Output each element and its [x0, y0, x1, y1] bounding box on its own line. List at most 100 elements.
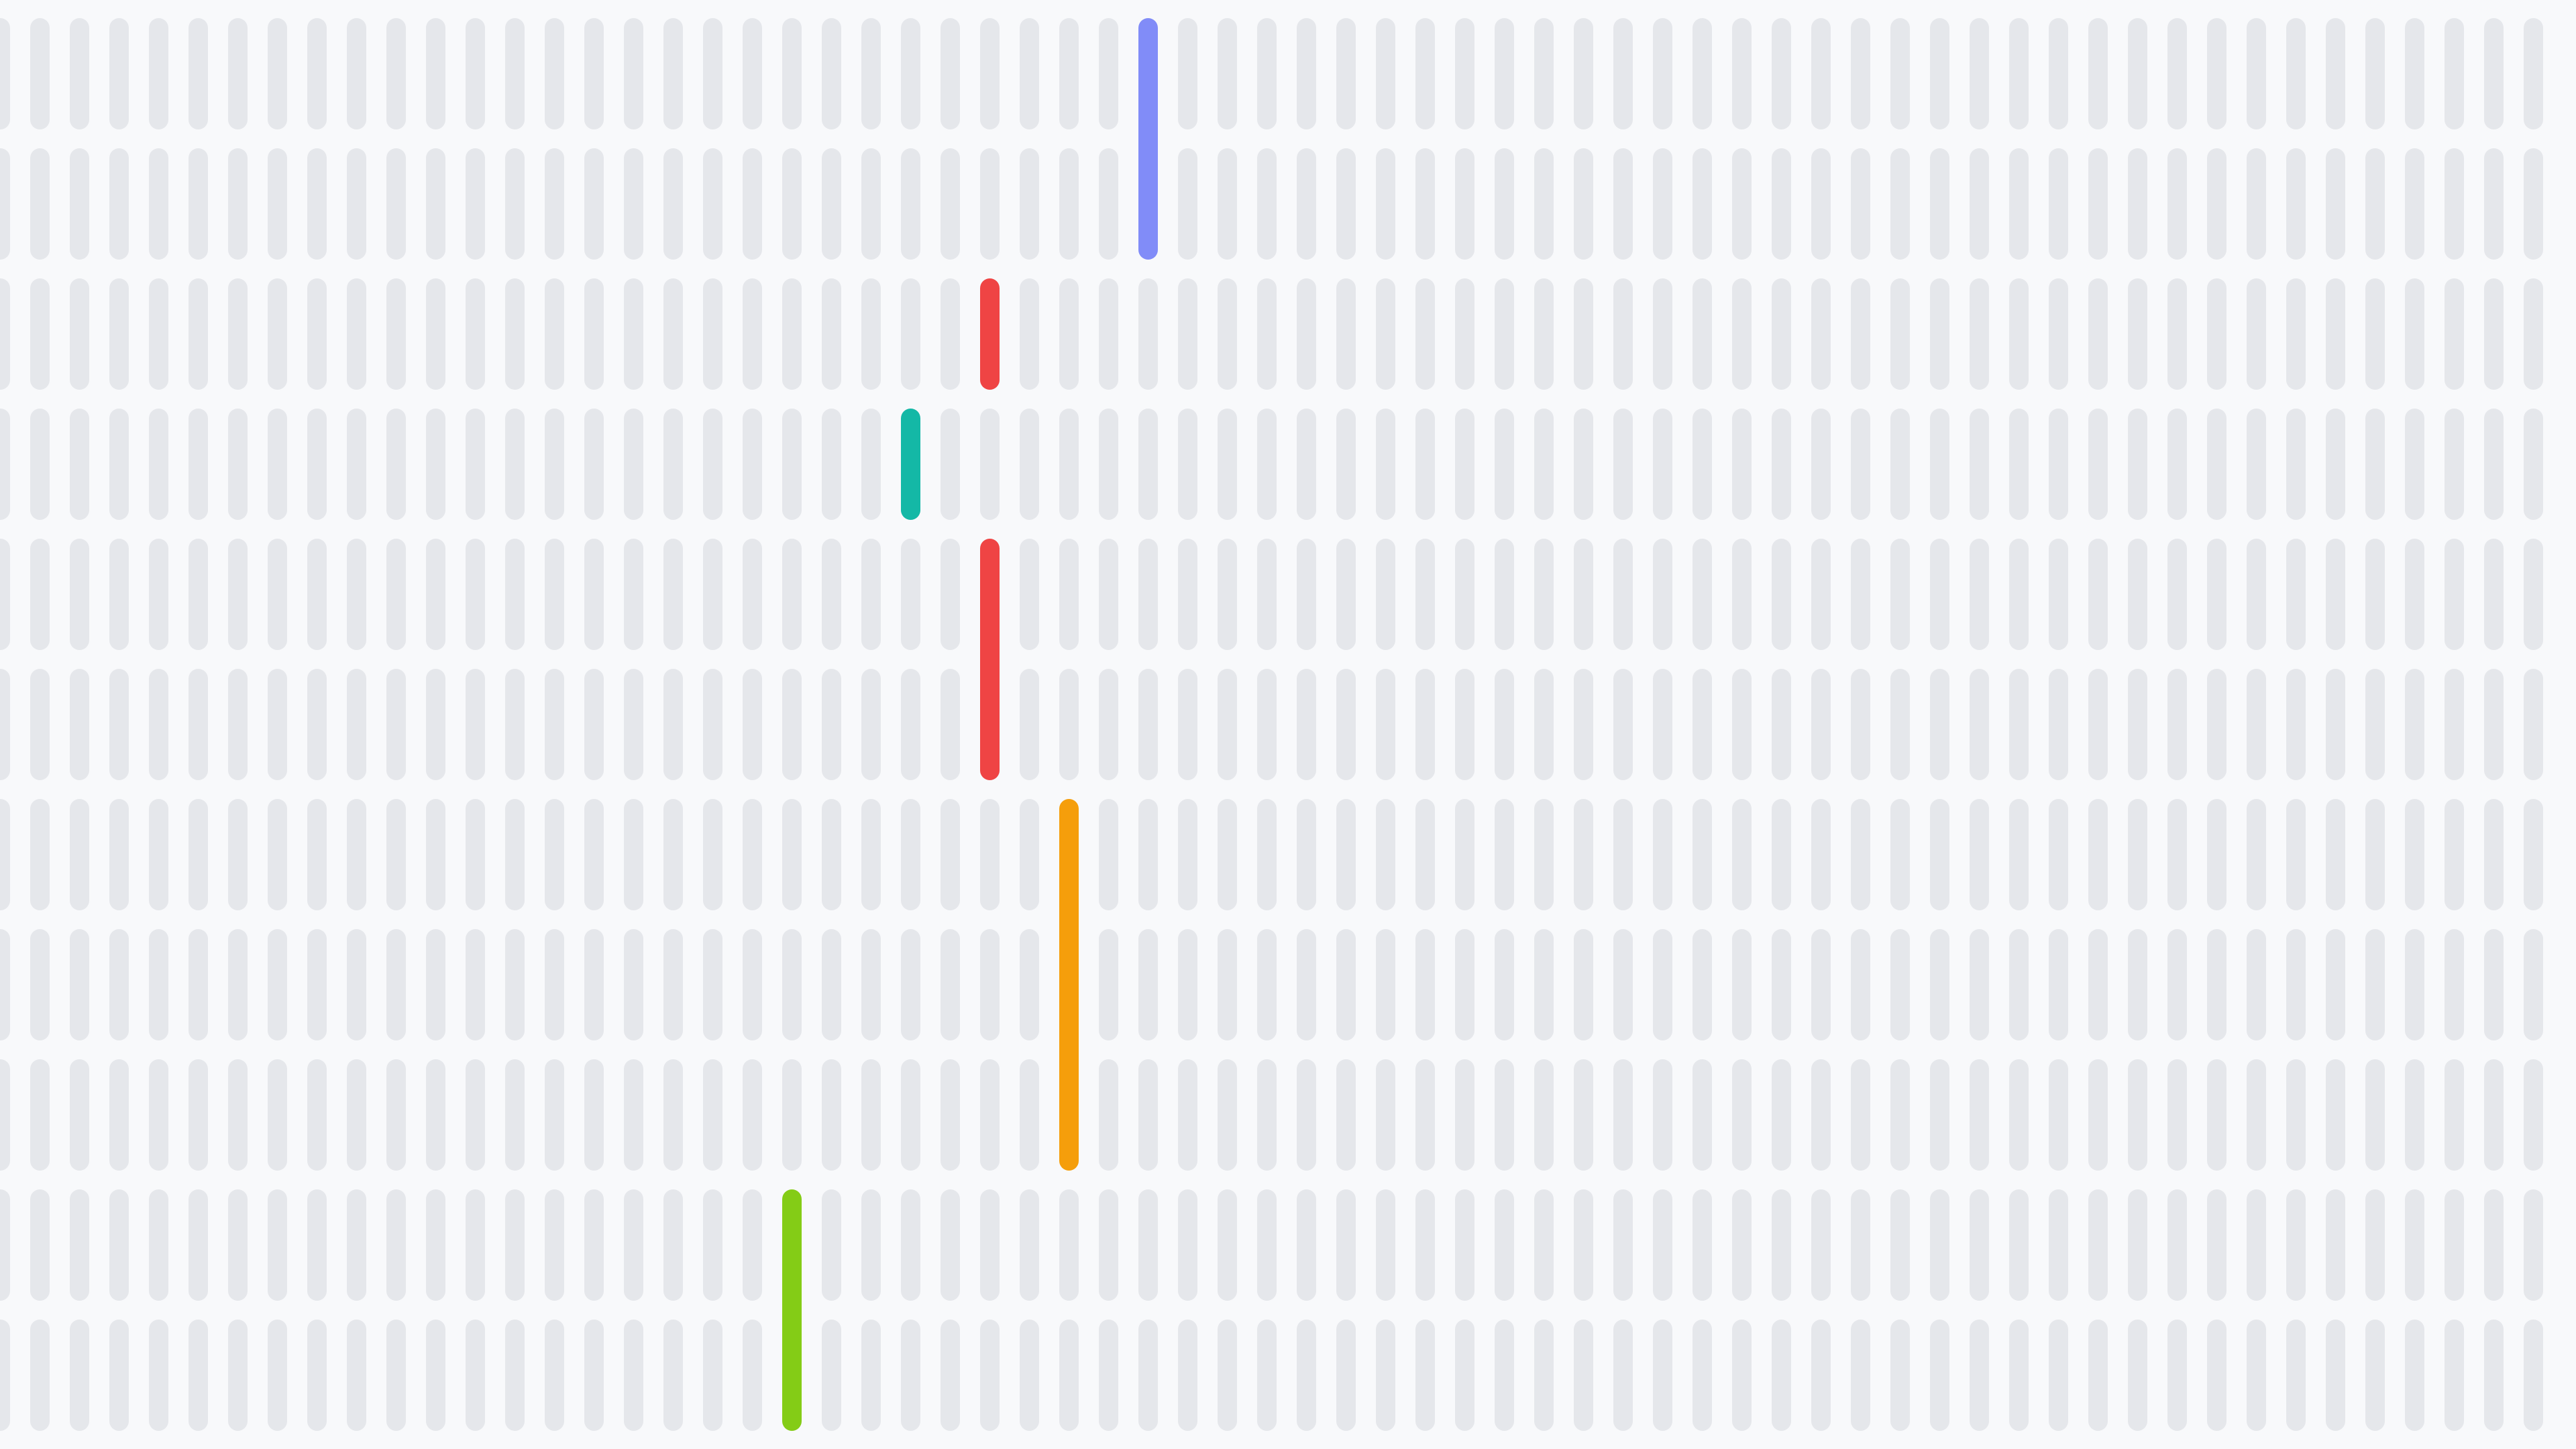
- grid-bar: [2128, 669, 2147, 780]
- grid-bar: [545, 669, 564, 780]
- grid-bar: [1613, 1189, 1633, 1301]
- grid-bar: [1930, 409, 1949, 520]
- grid-bar: [1020, 409, 1039, 520]
- grid-bar: [1811, 1320, 1831, 1431]
- grid-bar: [1772, 929, 1791, 1040]
- grid-bar: [703, 278, 722, 390]
- grid-bar: [2365, 278, 2385, 390]
- grid-bar: [1297, 148, 1316, 260]
- grid-bar: [1257, 18, 1277, 129]
- grid-bar: [1811, 799, 1831, 910]
- grid-bar: [1811, 1189, 1831, 1301]
- grid-bar: [2286, 18, 2306, 129]
- grid-bar: [2207, 539, 2226, 650]
- grid-bar: [228, 1320, 248, 1431]
- grid-bar: [1811, 148, 1831, 260]
- grid-bar: [1336, 278, 1356, 390]
- grid-bar: [2405, 18, 2424, 129]
- grid-bar: [268, 409, 287, 520]
- grid-bar: [1376, 1059, 1395, 1171]
- grid-bar: [1336, 1320, 1356, 1431]
- grid-bar: [980, 409, 1000, 520]
- grid-bar: [1851, 148, 1870, 260]
- grid-bar: [2445, 148, 2464, 260]
- grid-bar: [1890, 669, 1910, 780]
- grid-bar: [426, 799, 445, 910]
- grid-bar: [109, 539, 129, 650]
- grid-bar: [268, 278, 287, 390]
- grid-bar: [0, 278, 10, 390]
- grid-bar: [1376, 669, 1395, 780]
- grid-bar: [1970, 148, 1989, 260]
- grid-bar: [228, 799, 248, 910]
- grid-bar: [584, 539, 604, 650]
- grid-bar: [901, 1189, 920, 1301]
- grid-bar: [2207, 18, 2226, 129]
- grid-bar: [1574, 799, 1593, 910]
- grid-bar: [2207, 409, 2226, 520]
- grid-bar: [109, 1059, 129, 1171]
- grid-bar: [2088, 539, 2108, 650]
- grid-bar: [1930, 18, 1949, 129]
- grid-bar: [1534, 278, 1554, 390]
- grid-bar: [30, 799, 50, 910]
- grid-bar: [1415, 929, 1435, 1040]
- grid-bar: [822, 278, 841, 390]
- grid-bar: [347, 18, 366, 129]
- grid-bar: [861, 409, 881, 520]
- grid-bar: [1890, 799, 1910, 910]
- grid-bar: [1574, 929, 1593, 1040]
- grid-bar: [2484, 929, 2504, 1040]
- grid-bar: [782, 799, 802, 910]
- grid-bar: [109, 929, 129, 1040]
- grid-bar: [2207, 669, 2226, 780]
- grid-bar: [1099, 409, 1118, 520]
- grid-bar: [1653, 669, 1672, 780]
- grid-bar: [1138, 1059, 1158, 1171]
- grid-bar: [1099, 148, 1118, 260]
- grid-bar: [1890, 409, 1910, 520]
- grid-bar: [1811, 669, 1831, 780]
- grid-bar: [189, 1320, 208, 1431]
- grid-bar: [2445, 1320, 2464, 1431]
- grid-bar: [703, 1320, 722, 1431]
- grid-bar: [2365, 18, 2385, 129]
- grid-bar: [1890, 1320, 1910, 1431]
- grid-bar: [2484, 18, 2504, 129]
- grid-bar: [663, 929, 683, 1040]
- grid-bar: [2365, 1189, 2385, 1301]
- grid-bar: [2326, 799, 2345, 910]
- grid-bar: [545, 148, 564, 260]
- grid-bar: [2247, 1189, 2266, 1301]
- grid-bar: [941, 278, 960, 390]
- grid-bar: [1613, 929, 1633, 1040]
- grid-bar: [2128, 1059, 2147, 1171]
- grid-bar: [2247, 539, 2266, 650]
- grid-bar: [2167, 148, 2187, 260]
- grid-bar: [2326, 539, 2345, 650]
- grid-bar: [30, 539, 50, 650]
- grid-bar: [1732, 1059, 1752, 1171]
- grid-bar: [1455, 18, 1474, 129]
- grid-bar: [663, 1059, 683, 1171]
- grid-bar: [109, 1189, 129, 1301]
- grid-bar: [1099, 799, 1118, 910]
- grid-bar: [743, 148, 762, 260]
- grid-bar: [109, 278, 129, 390]
- grid-bar: [1178, 1189, 1197, 1301]
- grid-bar: [1495, 18, 1514, 129]
- grid-bar: [307, 929, 327, 1040]
- grid-bar: [1059, 278, 1079, 390]
- grid-bar: [1376, 18, 1395, 129]
- grid-bar: [189, 669, 208, 780]
- grid-bar: [1851, 669, 1870, 780]
- grid-bar: [2365, 148, 2385, 260]
- grid-bar: [1970, 18, 1989, 129]
- grid-bar: [545, 18, 564, 129]
- grid-bar: [1970, 278, 1989, 390]
- grid-bar: [703, 18, 722, 129]
- grid-bar: [1059, 1320, 1079, 1431]
- grid-bar: [2088, 18, 2108, 129]
- grid-bar: [743, 669, 762, 780]
- grid-bar: [347, 1059, 366, 1171]
